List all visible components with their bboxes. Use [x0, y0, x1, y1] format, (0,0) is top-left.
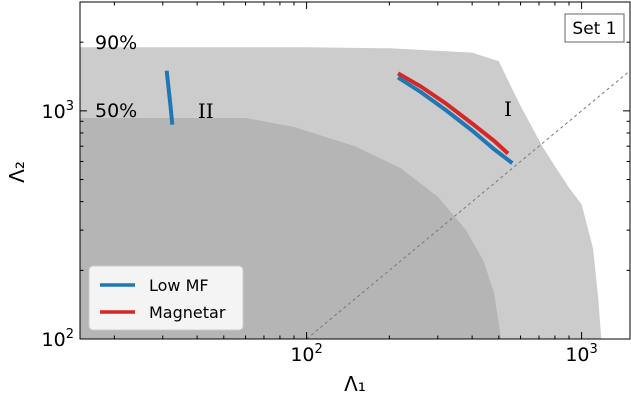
tick-labels: 102 103 102 103	[42, 99, 598, 366]
region-label-I: I	[504, 97, 512, 121]
y-tick-label: 103	[42, 99, 74, 123]
contour-90-label: 90%	[95, 32, 137, 54]
contour-50-label: 50%	[95, 100, 137, 122]
x-tick-label: 103	[565, 342, 597, 366]
diagonal-reference-line	[306, 70, 630, 339]
series-line-low-mf	[164, 70, 175, 125]
legend: Low MF Magnetar	[88, 265, 244, 331]
ticks-layer	[80, 2, 630, 339]
series-line-magnetar	[397, 71, 510, 155]
series-line-low-mf-track	[396, 75, 514, 165]
region-label-II: II	[198, 99, 214, 123]
y-tick-label: 102	[42, 327, 74, 351]
plot-frame	[79, 1, 631, 340]
set-label: Set 1	[572, 19, 616, 39]
x-axis-label: Λ₁	[344, 372, 366, 396]
series-layer	[164, 70, 514, 165]
legend-box	[88, 265, 244, 331]
set-label-box: Set 1	[564, 13, 625, 43]
legend-label-low-mf: Low MF	[149, 276, 209, 295]
legend-label-magnetar: Magnetar	[149, 303, 226, 322]
y-axis-label: Λ₂	[5, 161, 29, 183]
x-tick-label: 102	[290, 342, 322, 366]
